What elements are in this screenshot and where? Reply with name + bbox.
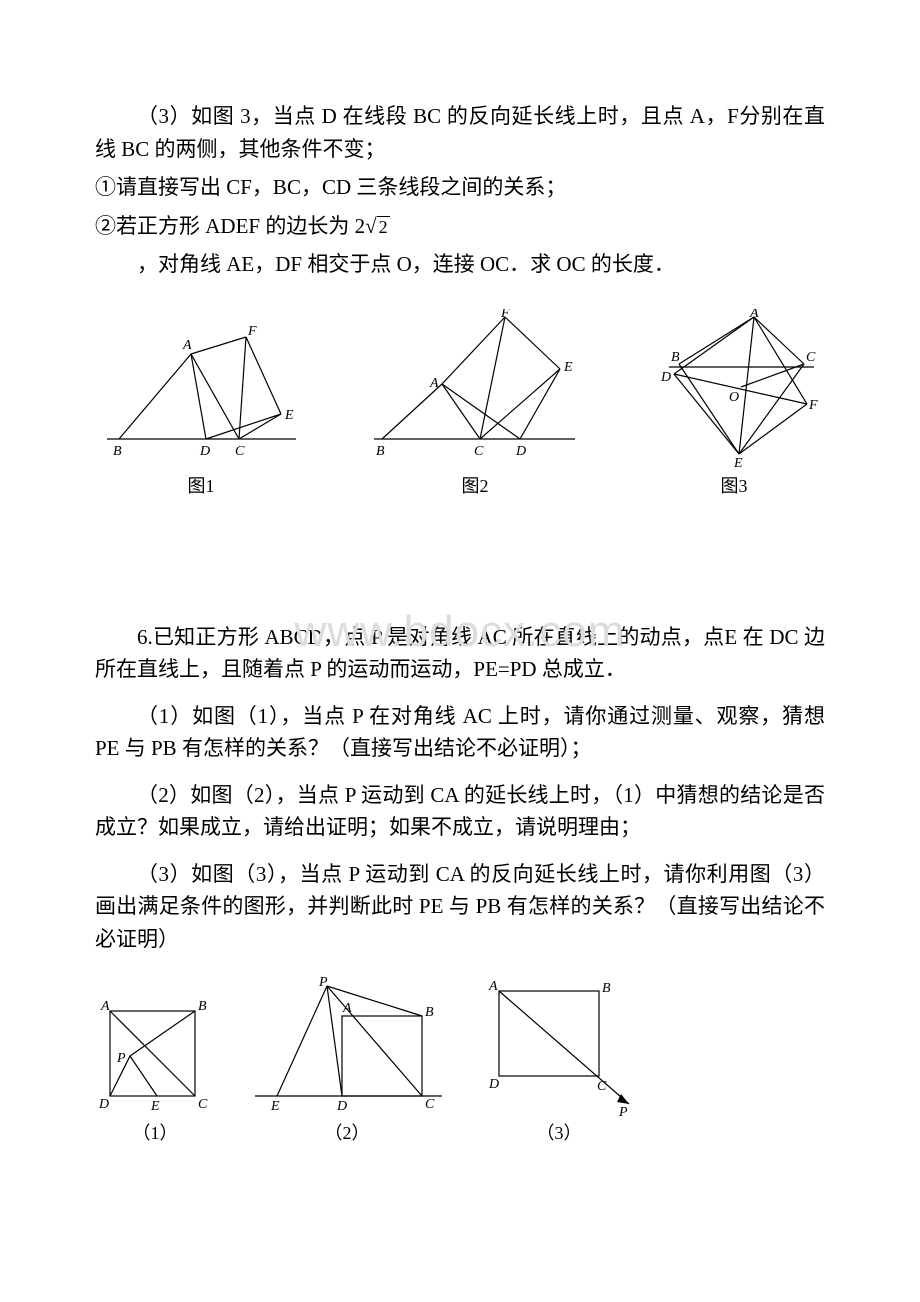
svg-text:C: C xyxy=(474,444,484,459)
svg-text:A: A xyxy=(749,309,759,321)
p6-part1: （1）如图（1），当点 P 在对角线 AC 上时，请你通过测量、观察，猜想 PE… xyxy=(95,700,825,765)
svg-text:P: P xyxy=(318,976,328,990)
svg-text:O: O xyxy=(729,390,739,405)
svg-text:A: A xyxy=(488,979,498,994)
p5-figures-row: A F E B D C 图1 xyxy=(95,309,825,501)
p5-fig1-svg: A F E B D C xyxy=(101,319,301,469)
svg-text:C: C xyxy=(198,1097,208,1112)
svg-text:C: C xyxy=(806,350,816,365)
svg-text:D: D xyxy=(199,444,210,459)
p5-figure-1: A F E B D C 图1 xyxy=(101,319,301,501)
svg-text:A: A xyxy=(342,1001,352,1016)
p5-fig2-svg: A F E B C D xyxy=(370,309,580,469)
svg-text:F: F xyxy=(247,324,257,339)
svg-text:F: F xyxy=(808,398,818,413)
p6-figure-1: A B C D P E （1） xyxy=(95,996,215,1148)
svg-text:B: B xyxy=(425,1005,434,1020)
svg-text:C: C xyxy=(597,1079,607,1094)
p6-figures-row: A B C D P E （1） xyxy=(95,976,825,1148)
svg-text:E: E xyxy=(270,1099,280,1114)
svg-text:C: C xyxy=(425,1097,435,1112)
svg-text:E: E xyxy=(150,1099,160,1114)
svg-text:D: D xyxy=(515,444,526,459)
svg-text:D: D xyxy=(98,1097,109,1112)
p6-fig1-caption: （1） xyxy=(133,1120,178,1148)
p6-fig3-svg: A B C D P xyxy=(479,976,639,1116)
p6-fig1-svg: A B C D P E xyxy=(95,996,215,1116)
svg-text:D: D xyxy=(488,1077,499,1092)
p5-part3-line2: ，对角线 AE，DF 相交于点 O，连接 OC．求 OC 的长度． xyxy=(95,248,825,281)
p6-fig3-caption: （3） xyxy=(537,1120,582,1148)
svg-text:E: E xyxy=(563,360,573,375)
svg-text:B: B xyxy=(671,350,680,365)
svg-text:B: B xyxy=(113,444,122,459)
p5-sub2-prefix: ②若正方形 ADEF 的边长为 2 xyxy=(95,214,365,238)
p6-fig2-svg: P A B C D E xyxy=(247,976,447,1116)
svg-text:C: C xyxy=(235,444,245,459)
spacer xyxy=(95,511,825,621)
svg-text:A: A xyxy=(429,376,439,391)
p5-fig2-caption: 图2 xyxy=(462,473,489,501)
svg-text:A: A xyxy=(182,338,192,353)
p5-fig3-caption: 图3 xyxy=(721,473,748,501)
svg-text:E: E xyxy=(284,408,294,423)
svg-text:A: A xyxy=(100,999,110,1014)
document-page: （3）如图 3，当点 D 在线段 BC 的反向延长线上时，且点 A，F分别在直线… xyxy=(0,0,920,1302)
svg-text:D: D xyxy=(336,1099,347,1114)
p6-intro: 6.已知正方形 ABCD，点 P 是对角线 AC 所在直线上的动点，点E 在 D… xyxy=(95,621,825,686)
svg-text:P: P xyxy=(618,1105,628,1116)
svg-text:B: B xyxy=(198,999,207,1014)
svg-text:F: F xyxy=(500,309,510,321)
p6-figure-2: P A B C D E （2） xyxy=(247,976,447,1148)
p6-figure-3: A B C D P （3） xyxy=(479,976,639,1148)
svg-text:P: P xyxy=(116,1051,126,1066)
svg-text:E: E xyxy=(733,456,743,469)
p5-fig1-caption: 图1 xyxy=(188,473,215,501)
p5-part3-sub2: ②若正方形 ADEF 的边长为 2√2 xyxy=(95,210,825,243)
p5-figure-3: A B C D E F O 图3 xyxy=(649,309,819,501)
p6-fig2-caption: （2） xyxy=(325,1120,370,1148)
p5-figure-2: A F E B C D 图2 xyxy=(370,309,580,501)
sqrt-expr: √2 xyxy=(365,214,390,238)
p5-fig3-svg: A B C D E F O xyxy=(649,309,819,469)
p5-part3-intro: （3）如图 3，当点 D 在线段 BC 的反向延长线上时，且点 A，F分别在直线… xyxy=(95,100,825,165)
p6-part2: （2）如图（2），当点 P 运动到 CA 的延长线上时，（1）中猜想的结论是否成… xyxy=(95,779,825,844)
svg-text:B: B xyxy=(376,444,385,459)
p6-part3: （3）如图（3），当点 P 运动到 CA 的反向延长线上时，请你利用图（3）画出… xyxy=(95,858,825,956)
p5-part3-sub1: ①请直接写出 CF，BC，CD 三条线段之间的关系； xyxy=(95,171,825,204)
svg-text:D: D xyxy=(660,370,671,385)
svg-text:B: B xyxy=(602,981,611,996)
